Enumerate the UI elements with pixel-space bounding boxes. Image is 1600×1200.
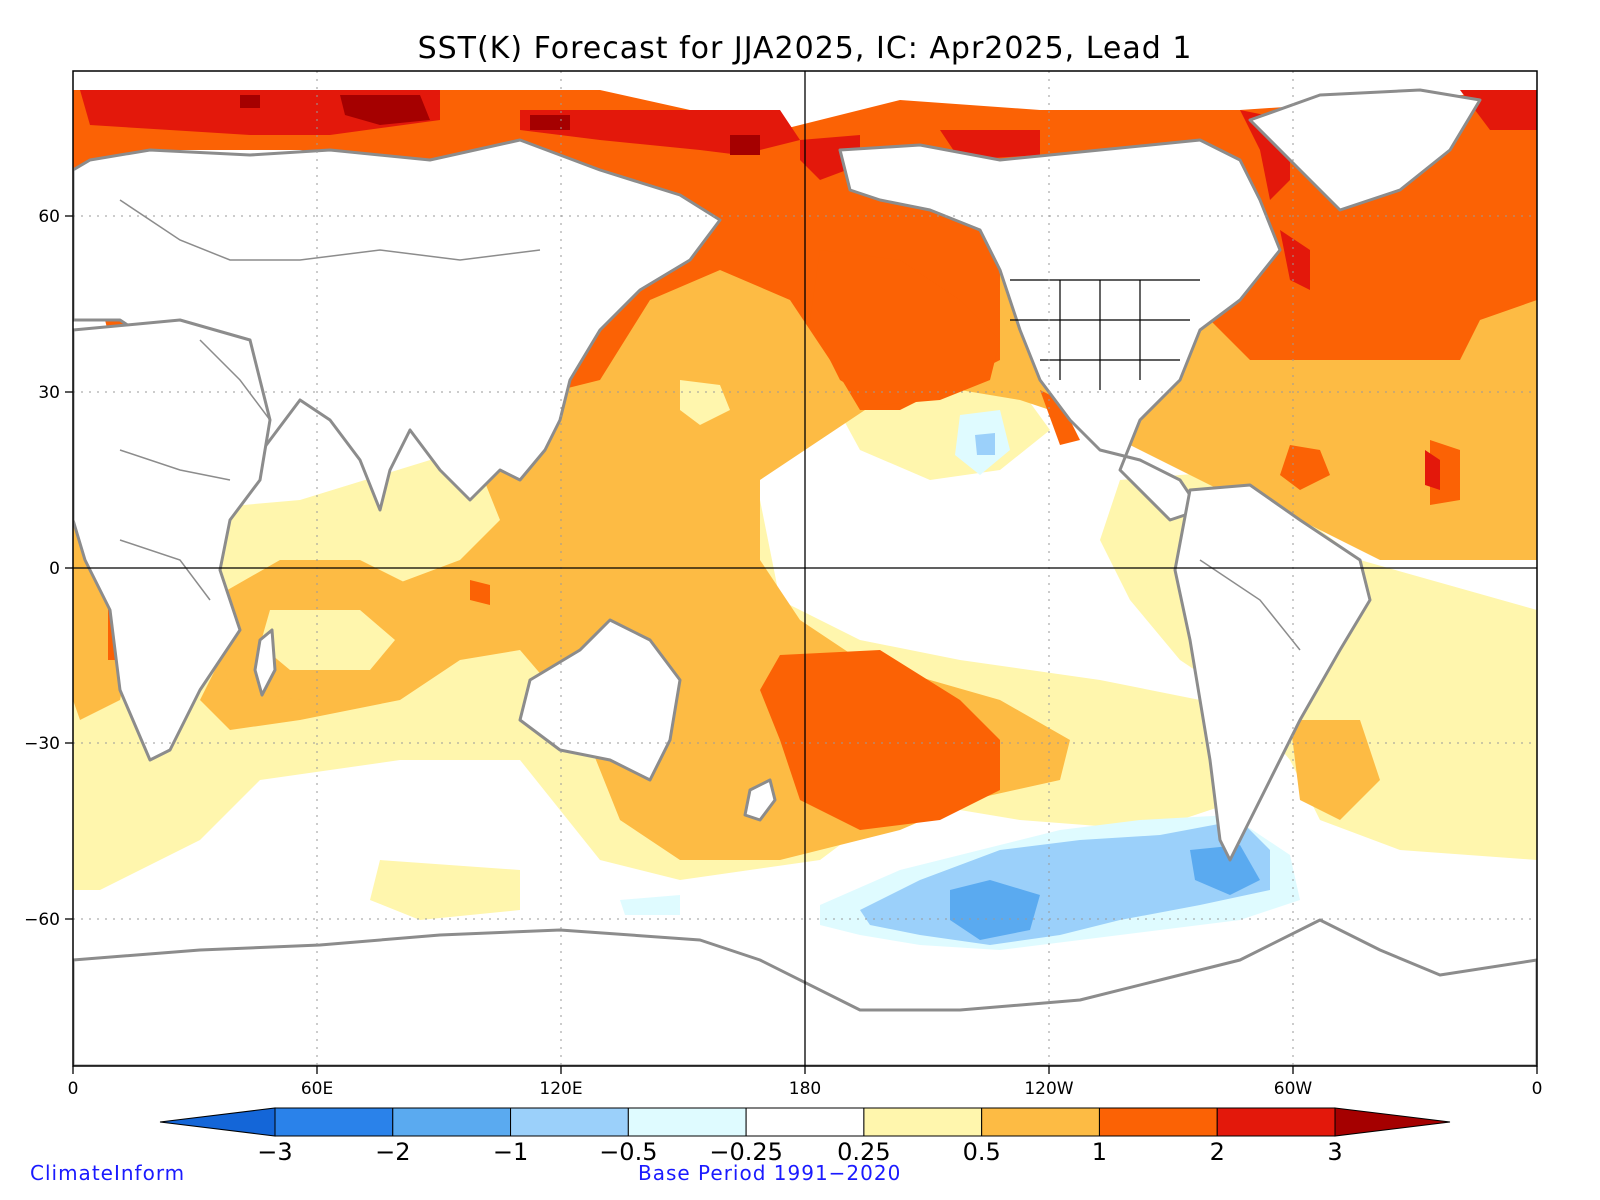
colorbar-swatch (1098, 1107, 1218, 1137)
axis-tick-marks (65, 215, 1538, 1074)
political-borders (119, 199, 1301, 651)
colorbar-swatch (510, 1107, 629, 1137)
colorbar-swatch (1334, 1107, 1451, 1137)
colorbar-swatch (981, 1107, 1100, 1137)
colorbar-swatch (392, 1107, 512, 1137)
x-tick-label: 0 (1532, 1079, 1543, 1099)
base-period-label: Base Period 1991−2020 (638, 1161, 901, 1185)
south-america (1173, 483, 1372, 862)
australia (518, 618, 682, 782)
y-tick-label: 0 (49, 559, 60, 579)
y-tick-label: −30 (24, 734, 60, 754)
colorbar-swatch (274, 1107, 394, 1137)
map-title: SST(K) Forecast for JJA2025, IC: Apr2025… (418, 31, 1193, 66)
colorbar-tick-label: −1 (493, 1138, 528, 1166)
colorbar-tick-label: 0.5 (963, 1138, 1001, 1166)
x-tick-label: 60W (1274, 1079, 1313, 1099)
y-tick-label: 30 (38, 383, 60, 403)
y-tick-label: 60 (38, 207, 60, 227)
y-tick-label: −60 (24, 910, 60, 930)
colorbar (159, 1107, 1451, 1137)
x-tick-label: 60E (301, 1079, 333, 1099)
colorbar-tick-label: −2 (375, 1138, 410, 1166)
colorbar-swatch (863, 1107, 983, 1137)
greenland (1248, 88, 1482, 212)
africa (73, 318, 272, 762)
anomaly-above-3-regions (240, 95, 760, 155)
x-tick-label: 0 (68, 1079, 79, 1099)
new-zealand (743, 778, 777, 822)
negative-anomaly-regions (620, 410, 1300, 950)
x-axis-labels: 0 60E 120E 180 120W 60W 0 (68, 1079, 1543, 1099)
colorbar-tick-label: 0.25 (837, 1138, 890, 1166)
credit-label: ClimateInform (30, 1161, 185, 1185)
colorbar-swatch (745, 1107, 865, 1137)
colorbar-tick-label: −0.25 (709, 1138, 783, 1166)
x-tick-label: 180 (789, 1079, 821, 1099)
x-tick-label: 120E (539, 1079, 582, 1099)
colorbar-tick-label: −3 (257, 1138, 292, 1166)
colorbar-tick-label: 2 (1210, 1138, 1225, 1166)
colorbar-tick-label: 3 (1327, 1138, 1342, 1166)
colorbar-swatch (159, 1107, 276, 1137)
us-state-borders (1010, 279, 1200, 390)
colorbar-swatch (1216, 1107, 1336, 1137)
colorbar-tick-label: 1 (1092, 1138, 1107, 1166)
y-axis-labels: 60 30 0 −30 −60 (24, 207, 60, 930)
map-panel (73, 71, 1537, 1066)
x-tick-label: 120W (1024, 1079, 1073, 1099)
colorbar-labels: −3 −2 −1 −0.5 −0.25 0.25 0.5 1 2 3 (257, 1138, 1342, 1166)
colorbar-swatch (627, 1107, 747, 1137)
madagascar (253, 628, 277, 697)
colorbar-tick-label: −0.5 (599, 1138, 657, 1166)
